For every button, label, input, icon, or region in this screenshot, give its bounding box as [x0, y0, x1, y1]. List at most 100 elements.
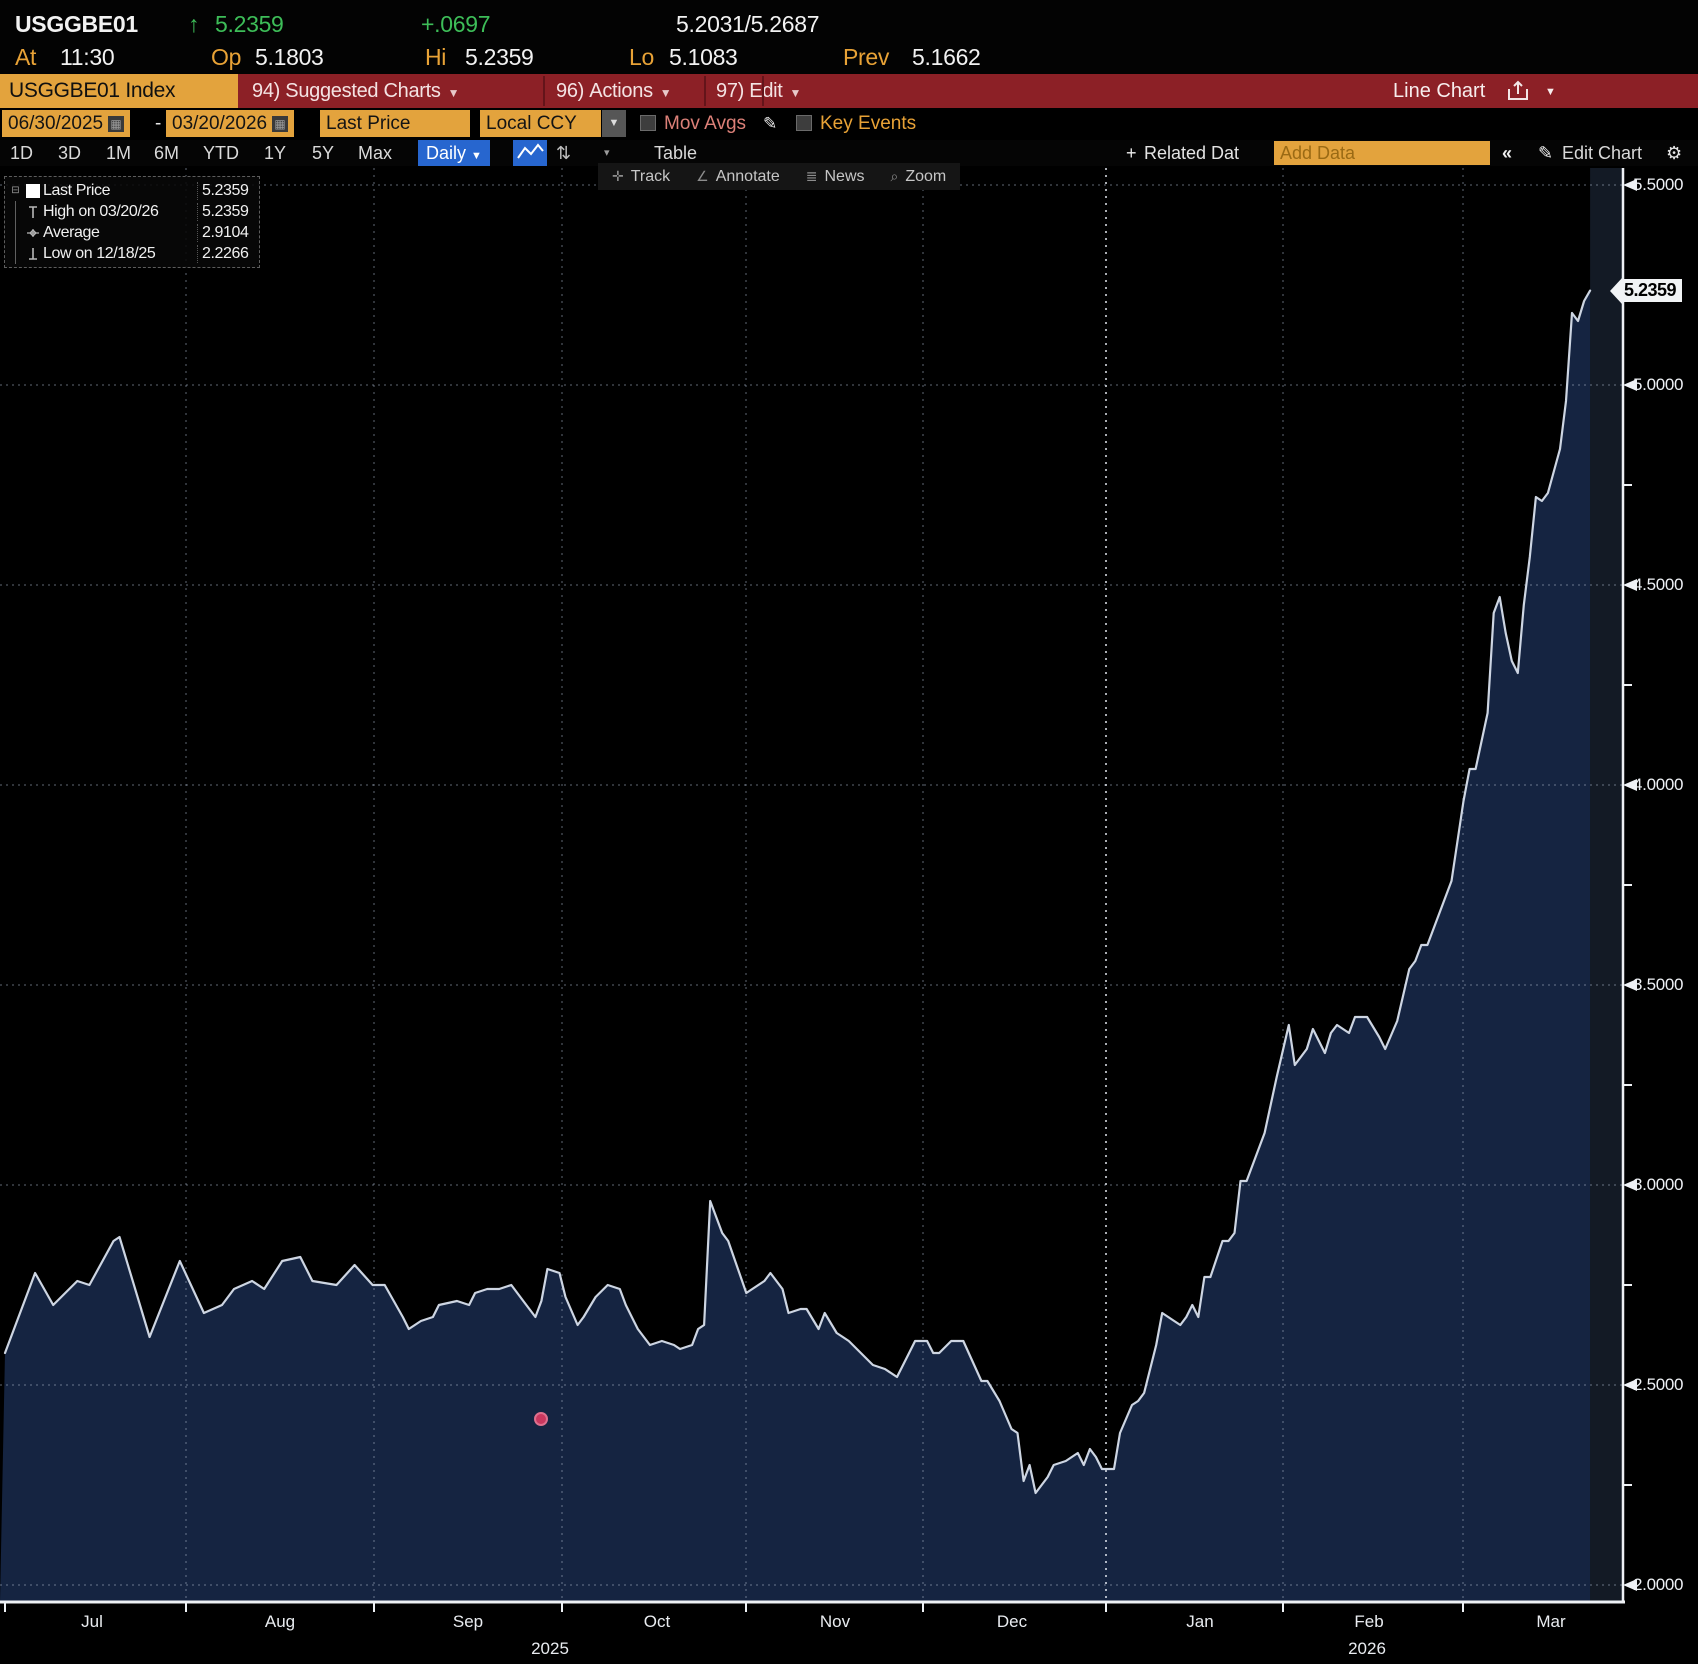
- date-to-field[interactable]: 03/20/2026 ▦: [166, 110, 295, 137]
- settings-row: 06/30/2025 ▦ - 03/20/2026 ▦ Last Price Loc…: [0, 108, 1698, 140]
- x-axis-month-label: Jan: [1186, 1612, 1214, 1631]
- pencil-icon: ✎: [1538, 143, 1554, 163]
- currency-selector[interactable]: Local CCY: [480, 110, 601, 137]
- frequency-selector[interactable]: Daily ▼: [418, 140, 490, 166]
- edit-chart-button[interactable]: Edit Chart: [1562, 143, 1643, 163]
- mov-avgs-checkbox[interactable]: [640, 115, 656, 131]
- x-axis-year-label: 2025: [531, 1639, 569, 1658]
- key-events-checkbox[interactable]: [796, 115, 812, 131]
- menu-suggested-charts[interactable]: 94) Suggested Charts ▼: [252, 80, 460, 102]
- menu-edit[interactable]: 97) Edit ▼: [716, 80, 802, 102]
- key-events-label[interactable]: Key Events: [820, 113, 917, 134]
- y-axis-label: 5.0000: [1633, 375, 1684, 394]
- price-field-selector[interactable]: Last Price: [320, 110, 470, 137]
- y-tick-arrow-icon: [1623, 1579, 1637, 1591]
- x-axis-year-label: 2026: [1348, 1639, 1386, 1658]
- y-tick-arrow-icon: [1623, 779, 1637, 791]
- current-period-band: [1590, 168, 1623, 1602]
- calendar-icon[interactable]: ▦: [272, 115, 289, 132]
- news-tool-button[interactable]: ≣ News: [805, 167, 865, 185]
- chevron-down-icon[interactable]: ▾: [604, 147, 610, 159]
- track-tool-button[interactable]: ✛ Track: [612, 167, 671, 185]
- legend-expander-icon[interactable]: ⊟: [11, 185, 20, 196]
- legend-row[interactable]: Average 2.9104: [8, 222, 259, 243]
- share-export-icon[interactable]: [1505, 79, 1531, 103]
- add-data-input[interactable]: [1274, 141, 1490, 165]
- x-axis-month-label: Mar: [1536, 1612, 1566, 1631]
- calendar-icon[interactable]: ▦: [108, 115, 125, 132]
- legend-label: Last Price: [43, 181, 111, 199]
- chart-legend[interactable]: ⊟ Last Price 5.2359 High on 03/20/26 5.2359 A…: [4, 176, 260, 268]
- price-area-fill: [0, 290, 1591, 1603]
- period-button-max[interactable]: Max: [358, 143, 393, 163]
- price-tag-notch: [1610, 277, 1622, 304]
- y-tick-arrow-icon: [1623, 579, 1637, 591]
- collapse-panel-button[interactable]: «: [1502, 143, 1513, 163]
- period-button-6m[interactable]: 6M: [154, 143, 180, 163]
- x-axis-month-label: Sep: [452, 1612, 484, 1631]
- related-data-button[interactable]: Related Dat: [1144, 143, 1240, 163]
- date-range-dash: -: [155, 113, 162, 134]
- security-field[interactable]: USGGBE01 Index: [0, 74, 238, 108]
- mov-avgs-label[interactable]: Mov Avgs: [664, 113, 747, 134]
- low-value: 5.1083: [669, 44, 738, 70]
- chart-type-label[interactable]: Line Chart: [1393, 80, 1486, 102]
- period-button-5y[interactable]: 5Y: [312, 143, 335, 163]
- open-label: Op: [211, 44, 242, 70]
- y-axis-label: 2.0000: [1633, 1575, 1684, 1594]
- table-button[interactable]: Table: [654, 143, 698, 163]
- legend-row[interactable]: ⊟ Last Price 5.2359: [8, 180, 259, 201]
- menu-divider: [543, 76, 545, 106]
- bid-ask: 5.2031/5.2687: [676, 11, 820, 37]
- x-axis-month-label: Feb: [1354, 1612, 1384, 1631]
- date-from-field[interactable]: 06/30/2025 ▦: [2, 110, 131, 137]
- x-axis-month-label: Dec: [996, 1612, 1028, 1631]
- y-tick-arrow-icon: [1623, 1379, 1637, 1391]
- period-button-1d[interactable]: 1D: [10, 143, 34, 163]
- y-axis-label: 3.5000: [1633, 975, 1684, 994]
- y-tick-arrow-icon: [1623, 979, 1637, 991]
- line-chart-type-button[interactable]: [513, 140, 547, 166]
- menu-divider: [704, 76, 706, 106]
- annotation-dot[interactable]: [534, 1412, 548, 1426]
- x-axis-month-label: Jul: [81, 1612, 103, 1631]
- x-axis-month-label: Oct: [643, 1612, 671, 1631]
- chevron-down-icon: ▼: [447, 86, 460, 100]
- period-button-1m[interactable]: 1M: [106, 143, 132, 163]
- open-value: 5.1803: [255, 44, 324, 70]
- period-button-3d[interactable]: 3D: [58, 143, 82, 163]
- y-axis-label: 5.5000: [1633, 175, 1684, 194]
- sort-arrows-icon[interactable]: ⇅: [556, 143, 572, 163]
- period-button-ytd[interactable]: YTD: [203, 143, 239, 163]
- period-button-1y[interactable]: 1Y: [264, 143, 287, 163]
- legend-label: Low on 12/18/25: [43, 244, 156, 262]
- chevron-down-icon: ▼: [659, 86, 672, 100]
- series-color-swatch: [26, 183, 40, 198]
- legend-tree-line: [15, 201, 16, 264]
- legend-value: 2.9104: [197, 223, 259, 242]
- price-line: [3, 289, 1592, 1495]
- at-label: At: [15, 44, 37, 70]
- zoom-tool-button[interactable]: ⌕ Zoom: [890, 167, 947, 185]
- legend-row[interactable]: Low on 12/18/25 2.2266: [8, 243, 259, 264]
- track-icon: ✛: [612, 168, 624, 184]
- y-axis-label: 3.0000: [1633, 1175, 1684, 1194]
- pencil-icon[interactable]: ✎: [763, 114, 778, 133]
- chevron-down-icon[interactable]: ▼: [1545, 86, 1556, 98]
- y-axis-label: 2.5000: [1633, 1375, 1684, 1394]
- y-axis-label: 4.5000: [1633, 575, 1684, 594]
- currency-dropdown-button[interactable]: ▼: [602, 110, 626, 137]
- gear-icon[interactable]: ⚙: [1666, 143, 1683, 163]
- legend-value: 5.2359: [197, 202, 259, 221]
- menu-actions[interactable]: 96) Actions ▼: [556, 80, 672, 102]
- menu-bar: USGGBE01 Index 94) Suggested Charts ▼ 96)…: [0, 74, 1698, 108]
- x-axis-month-label: Nov: [819, 1612, 851, 1631]
- legend-row[interactable]: High on 03/20/26 5.2359: [8, 201, 259, 222]
- chevron-down-icon: ▼: [789, 86, 802, 100]
- prev-value: 5.1662: [912, 44, 981, 70]
- legend-label: Average: [43, 223, 100, 241]
- legend-value: 2.2266: [197, 244, 259, 263]
- high-label: Hi: [425, 44, 447, 70]
- annotate-tool-button[interactable]: ∠ Annotate: [696, 167, 780, 185]
